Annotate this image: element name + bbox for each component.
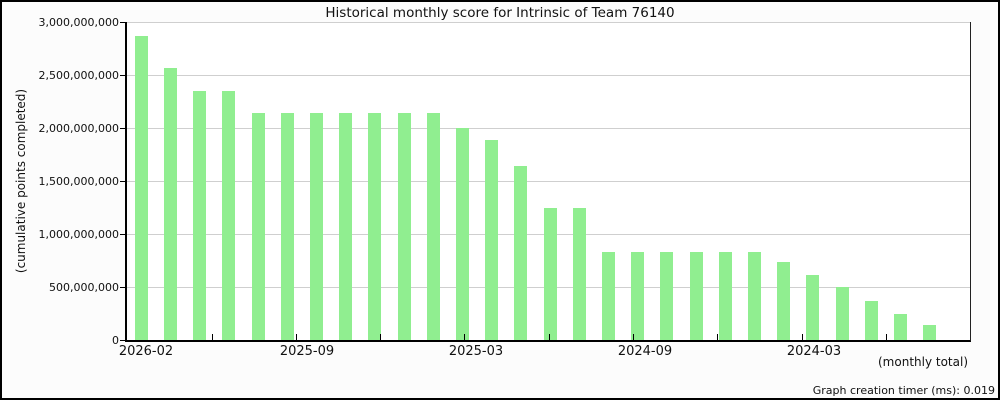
- x-tick-label: 2025-03: [448, 344, 504, 359]
- y-tick-label: 1,000,000,000: [38, 227, 119, 241]
- bar-2024-12: [543, 208, 557, 340]
- y-axis-tick: [120, 128, 126, 129]
- bar-2025-05: [397, 113, 411, 340]
- bar-2024-07: [689, 252, 703, 340]
- x-axis-tick: [801, 334, 803, 340]
- bar-2024-03: [806, 275, 820, 340]
- x-tick-label: 2024-03: [786, 344, 842, 359]
- bar-2026-01: [164, 68, 177, 340]
- gridline: [127, 127, 970, 129]
- bar-2024-06: [718, 252, 732, 340]
- y-axis-tick: [120, 22, 126, 23]
- bar-2025-02: [485, 140, 499, 340]
- y-tick-label: 3,000,000,000: [38, 15, 119, 29]
- gridline: [127, 74, 970, 76]
- y-tick-label: 2,000,000,000: [38, 121, 119, 135]
- x-tick-label: 2024-09: [617, 344, 673, 359]
- chart-title: Historical monthly score for Intrinsic o…: [325, 5, 675, 21]
- y-axis-tick: [120, 340, 126, 341]
- y-axis-tick: [120, 181, 126, 182]
- bar-2025-04: [426, 113, 440, 340]
- bar-2025-09: [280, 113, 294, 340]
- x-axis-tick: [295, 334, 297, 340]
- bar-2025-11: [222, 91, 236, 340]
- x-axis-tick: [633, 334, 634, 340]
- bar-2026-02: [134, 35, 148, 340]
- x-axis-tick: [717, 334, 719, 340]
- bar-2024-02: [835, 287, 849, 340]
- bar-2024-05: [748, 252, 761, 340]
- y-tick-label: 0: [112, 333, 119, 347]
- x-axis-tick: [380, 334, 382, 340]
- y-tick-label: 2,500,000,000: [38, 68, 119, 82]
- x-axis-note: (monthly total): [878, 355, 968, 369]
- y-axis-tick: [120, 75, 126, 76]
- y-axis-tick: [120, 287, 126, 288]
- bar-2024-11: [572, 208, 586, 340]
- bar-2024-09: [631, 252, 645, 340]
- bar-2023-11: [923, 325, 937, 340]
- bar-2024-08: [660, 252, 674, 340]
- bar-2025-08: [310, 113, 323, 340]
- y-tick-label: 1,500,000,000: [38, 174, 119, 188]
- bar-2024-04: [777, 261, 791, 340]
- bar-2024-10: [602, 252, 615, 340]
- y-axis-tick: [120, 234, 126, 235]
- bar-2025-07: [339, 113, 353, 340]
- bar-2025-12: [193, 91, 207, 340]
- x-axis-tick: [464, 334, 466, 340]
- bar-2023-12: [894, 314, 907, 340]
- bar-2025-01: [514, 166, 528, 340]
- x-axis-tick: [548, 334, 550, 340]
- x-tick-label: 2025-09: [279, 344, 335, 359]
- bar-2024-01: [864, 301, 878, 340]
- bar-2025-10: [251, 113, 265, 340]
- x-tick-label: 2026-02: [118, 344, 174, 359]
- bar-2025-06: [368, 113, 382, 340]
- x-axis-tick: [885, 334, 887, 340]
- y-tick-label: 500,000,000: [49, 280, 119, 294]
- plot-area: [125, 21, 971, 342]
- x-axis-tick: [211, 334, 213, 340]
- graph-timer-text: Graph creation timer (ms): 0.019: [812, 384, 995, 397]
- gridline: [127, 21, 970, 23]
- bar-2025-03: [456, 128, 469, 340]
- gridline: [127, 180, 970, 182]
